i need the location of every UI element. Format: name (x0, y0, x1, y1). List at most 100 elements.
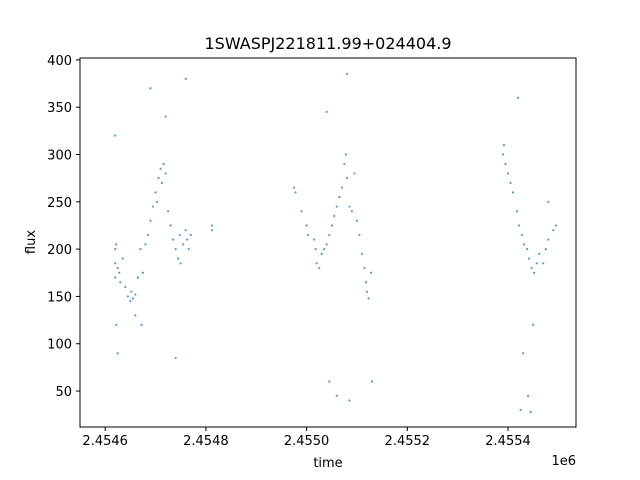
data-point (344, 153, 347, 156)
x-tick-label: 2.4550 (284, 434, 330, 449)
data-point (360, 252, 364, 255)
data-point (511, 191, 515, 194)
data-point (146, 233, 150, 237)
data-point (116, 352, 119, 355)
x-tick-label: 2.4548 (183, 434, 229, 449)
data-point (184, 229, 187, 232)
y-tick-label: 300 (47, 149, 72, 164)
data-point (169, 224, 172, 227)
data-point (154, 191, 157, 194)
plot-frame (79, 57, 577, 428)
y-tick-label: 100 (47, 338, 72, 353)
data-point (149, 87, 152, 90)
data-point (210, 229, 214, 232)
data-point (364, 281, 368, 284)
data-point (115, 243, 118, 246)
data-point (136, 276, 140, 279)
data-point (554, 224, 557, 227)
x-tick-label: 2.4546 (82, 434, 128, 449)
data-point (305, 224, 308, 227)
data-point (115, 323, 118, 326)
data-point (333, 214, 336, 218)
data-point (369, 271, 373, 274)
data-point (129, 300, 132, 303)
data-point (552, 229, 555, 232)
data-point (151, 205, 155, 208)
data-point (355, 219, 359, 222)
y-tick-label: 400 (47, 54, 72, 69)
data-point (348, 205, 351, 208)
data-point (343, 162, 346, 166)
data-point (509, 181, 512, 184)
data-point (174, 356, 177, 360)
data-point (363, 266, 366, 270)
data-point (119, 281, 122, 284)
data-point (160, 181, 164, 184)
data-point (172, 238, 175, 241)
data-point (530, 266, 533, 270)
data-point (159, 167, 162, 170)
data-point (353, 172, 356, 175)
data-point (318, 266, 321, 270)
data-point (348, 399, 351, 402)
data-point (547, 200, 550, 203)
data-point (155, 200, 159, 203)
y-tick-label: 350 (47, 101, 72, 116)
data-point (189, 233, 192, 237)
data-point (533, 271, 536, 274)
data-point (121, 257, 124, 260)
data-point (328, 233, 331, 237)
x-axis-offset-label: 1e6 (551, 454, 576, 469)
data-point (124, 285, 127, 289)
data-point (328, 380, 331, 383)
data-point (330, 224, 333, 227)
data-point (157, 177, 160, 180)
data-point (323, 248, 326, 251)
data-point (367, 297, 370, 300)
data-point (162, 162, 165, 166)
data-point (178, 233, 181, 237)
data-point (370, 380, 374, 383)
data-point (506, 172, 510, 175)
chart-title: 1SWASPJ221811.99+024404.9 (204, 34, 451, 53)
data-point (526, 248, 529, 251)
data-point (114, 276, 117, 279)
x-axis-ticks: 2.4546 2.4548 2.4550 2.4552 2.4554 (82, 427, 531, 449)
data-point (144, 243, 147, 246)
y-tick-label: 150 (47, 290, 72, 305)
data-point (501, 153, 505, 156)
data-point (522, 352, 525, 355)
data-point (519, 408, 522, 412)
data-point (532, 323, 535, 326)
data-point (130, 290, 133, 293)
data-point (338, 195, 341, 199)
data-point (118, 271, 121, 274)
y-tick-label: 200 (47, 243, 72, 258)
data-point (528, 257, 531, 260)
data-point (167, 210, 170, 213)
data-point (315, 262, 318, 265)
data-point (210, 224, 214, 227)
data-point (114, 248, 117, 251)
data-point (187, 248, 190, 251)
data-point (140, 323, 143, 326)
data-point (542, 262, 545, 265)
data-point (139, 248, 142, 251)
data-point (174, 248, 177, 251)
data-point (164, 115, 167, 118)
data-point (504, 162, 507, 166)
data-point (345, 177, 348, 180)
data-point (529, 410, 532, 413)
data-point (314, 248, 317, 251)
data-point (544, 248, 547, 251)
data-point (538, 252, 541, 255)
data-point (358, 233, 361, 237)
data-point (527, 394, 530, 397)
data-point (149, 219, 152, 222)
data-point (365, 290, 369, 293)
data-point (177, 257, 180, 260)
x-tick-label: 2.4552 (385, 434, 431, 449)
data-point (294, 191, 297, 194)
data-point (126, 295, 129, 298)
data-point (502, 143, 506, 147)
